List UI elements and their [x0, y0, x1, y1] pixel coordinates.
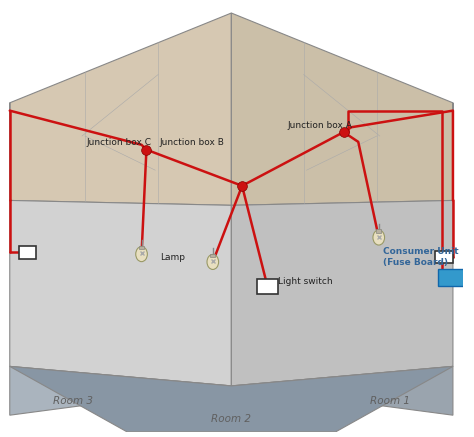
- Text: Light switch: Light switch: [278, 277, 333, 286]
- FancyBboxPatch shape: [438, 269, 465, 286]
- Ellipse shape: [373, 230, 384, 245]
- Text: Room 3: Room 3: [53, 395, 93, 406]
- Polygon shape: [10, 366, 231, 415]
- Polygon shape: [10, 366, 453, 432]
- FancyBboxPatch shape: [139, 246, 144, 250]
- Polygon shape: [231, 366, 453, 415]
- Text: Junction box A: Junction box A: [288, 121, 353, 130]
- Polygon shape: [10, 13, 231, 205]
- Text: Room 2: Room 2: [211, 414, 251, 424]
- FancyBboxPatch shape: [210, 254, 215, 257]
- Polygon shape: [231, 13, 453, 205]
- FancyBboxPatch shape: [376, 229, 381, 233]
- Text: Junction box B: Junction box B: [159, 139, 224, 147]
- FancyBboxPatch shape: [257, 279, 278, 294]
- FancyBboxPatch shape: [18, 246, 36, 259]
- Ellipse shape: [136, 246, 147, 262]
- Text: Junction box C: Junction box C: [87, 139, 152, 147]
- Polygon shape: [231, 103, 453, 386]
- Ellipse shape: [207, 254, 219, 270]
- Text: Consumer Unit
(Fuse Board): Consumer Unit (Fuse Board): [383, 247, 458, 267]
- Text: Room 1: Room 1: [371, 395, 410, 406]
- Text: Lamp: Lamp: [161, 253, 185, 262]
- Polygon shape: [10, 103, 231, 386]
- FancyBboxPatch shape: [435, 251, 453, 264]
